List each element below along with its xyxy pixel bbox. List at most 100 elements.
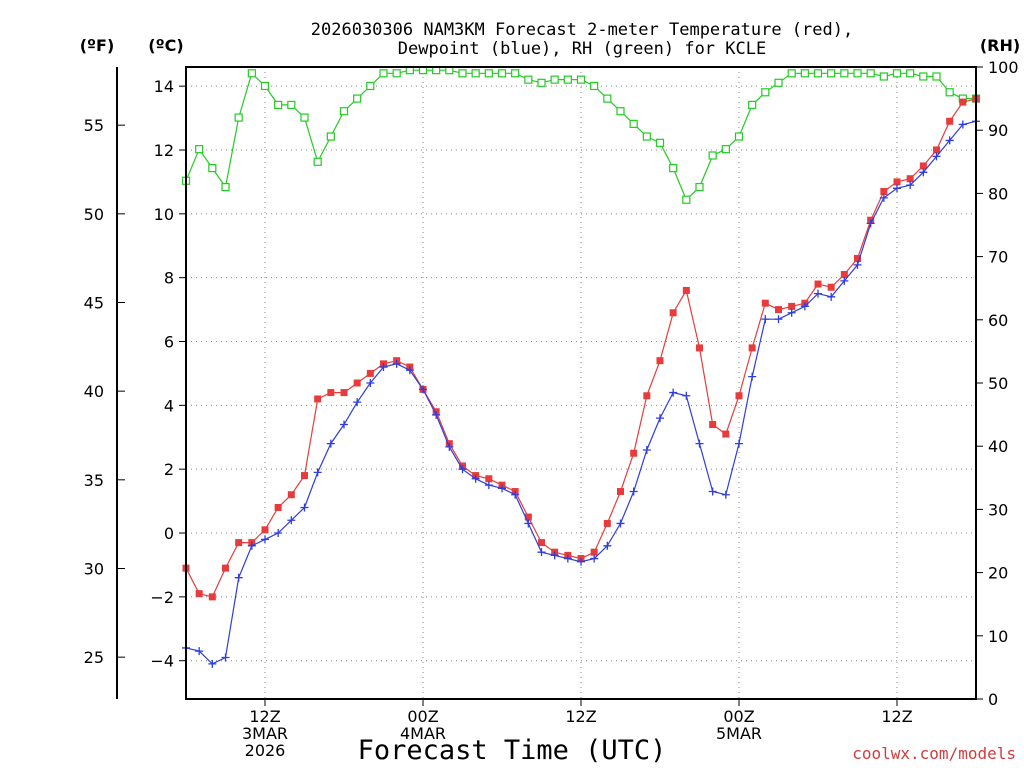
temperature-point <box>827 283 835 291</box>
dewpoint-point <box>919 168 928 177</box>
rh-point <box>721 145 730 154</box>
celsius-tick-label: 2 <box>164 460 174 479</box>
rh-point <box>208 164 217 173</box>
fahrenheit-tick-label: 55 <box>84 116 104 135</box>
dewpoint-point <box>879 193 888 202</box>
dewpoint-point <box>945 136 954 145</box>
rh-point <box>813 69 823 78</box>
temperature-point <box>946 117 954 125</box>
dewpoint-point <box>471 474 480 483</box>
rh-point <box>629 119 638 128</box>
dewpoint-point <box>814 289 822 298</box>
dewpoint-point <box>840 276 849 285</box>
dewpoint-point <box>577 557 585 566</box>
plot-frame <box>185 66 977 700</box>
dewpoint-point <box>353 398 362 407</box>
dewpoint-point <box>511 490 520 499</box>
temperature-point <box>603 519 611 527</box>
dewpoint-point <box>774 315 783 324</box>
dewpoint-point <box>656 414 664 423</box>
rh-point <box>708 151 717 160</box>
credit-label: coolwx.com/models <box>852 744 1016 763</box>
dewpoint-point <box>300 503 309 512</box>
rh-tick-label: 100 <box>988 58 1019 77</box>
dewpoint-point <box>313 468 322 477</box>
rh-point <box>642 132 651 141</box>
fahrenheit-unit-label: (ºF) <box>80 36 115 55</box>
temperature-point <box>840 270 848 278</box>
dewpoint-point <box>221 653 230 662</box>
dewpoint-point <box>366 379 375 387</box>
dewpoint-point <box>761 315 770 324</box>
celsius-tick-label: −4 <box>150 652 174 671</box>
temperature-point <box>788 302 796 310</box>
temperature-point <box>906 175 914 183</box>
rh-point <box>932 72 941 81</box>
dewpoint-point <box>695 439 704 448</box>
rh-point <box>366 81 375 91</box>
rh-point <box>260 81 270 91</box>
rh-point <box>761 88 770 97</box>
dewpoint-point <box>445 442 454 451</box>
celsius-tick-label: 0 <box>164 524 174 543</box>
dewpoint-point <box>498 484 506 493</box>
fahrenheit-tick-label: 35 <box>84 471 104 490</box>
celsius-tick-label: 4 <box>164 396 174 415</box>
dewpoint-point <box>787 308 796 317</box>
dewpoint-point <box>524 519 533 528</box>
fahrenheit-tick-label: 25 <box>84 648 104 667</box>
rh-point <box>497 69 507 78</box>
temperature-point <box>524 513 532 521</box>
temperature-point <box>366 369 374 377</box>
dewpoint-point <box>247 541 256 550</box>
rh-point <box>471 69 480 78</box>
dewpoint-point <box>708 487 717 496</box>
temperature-point <box>709 420 717 428</box>
dewpoint-point <box>893 184 901 193</box>
dewpoint-point <box>669 388 678 397</box>
rh-tick-label: 20 <box>988 564 1008 583</box>
celsius-tick-label: 6 <box>164 333 174 352</box>
rh-point <box>313 157 322 166</box>
temperature-point <box>656 357 664 365</box>
rh-tick-label: 30 <box>988 500 1008 519</box>
dewpoint-point <box>458 465 467 474</box>
dewpoint-point <box>405 366 414 375</box>
dewpoint-point <box>682 391 691 400</box>
temperature-point <box>880 187 888 195</box>
dewpoint-point <box>800 302 809 311</box>
temperature-point <box>235 539 243 547</box>
temperature-point <box>630 449 638 457</box>
rh-point <box>550 75 559 84</box>
temperature-point <box>959 98 967 106</box>
temperature-point <box>761 299 769 307</box>
temperature-point <box>538 539 545 547</box>
x-tick-label: 2026 <box>245 741 286 760</box>
dewpoint-point <box>287 516 296 525</box>
rh-point <box>800 69 809 78</box>
temperature-point <box>854 255 861 263</box>
rh-point <box>590 81 599 91</box>
rh-point <box>787 69 796 78</box>
dewpoint-point <box>748 372 757 381</box>
rh-point <box>524 75 533 84</box>
rh-point <box>195 145 204 154</box>
rh-point <box>879 72 888 81</box>
rh-point <box>221 182 230 192</box>
temperature-point <box>222 564 229 572</box>
dewpoint-point <box>563 554 572 563</box>
temperature-point <box>340 389 348 397</box>
x-tick-label: 4MAR <box>400 724 446 743</box>
dewpoint-point <box>195 647 204 656</box>
chart-title-line2: Dewpoint (blue), RH (green) for KCLE <box>398 39 766 59</box>
rh-point <box>695 182 704 192</box>
rh-point <box>576 75 586 84</box>
x-tick-label: 5MAR <box>716 724 762 743</box>
temperature-point <box>748 344 756 352</box>
rh-point <box>339 107 349 116</box>
temperature-point <box>274 503 282 511</box>
dewpoint-point <box>932 152 941 161</box>
celsius-tick-label: 10 <box>154 205 174 224</box>
rh-point <box>511 69 520 78</box>
